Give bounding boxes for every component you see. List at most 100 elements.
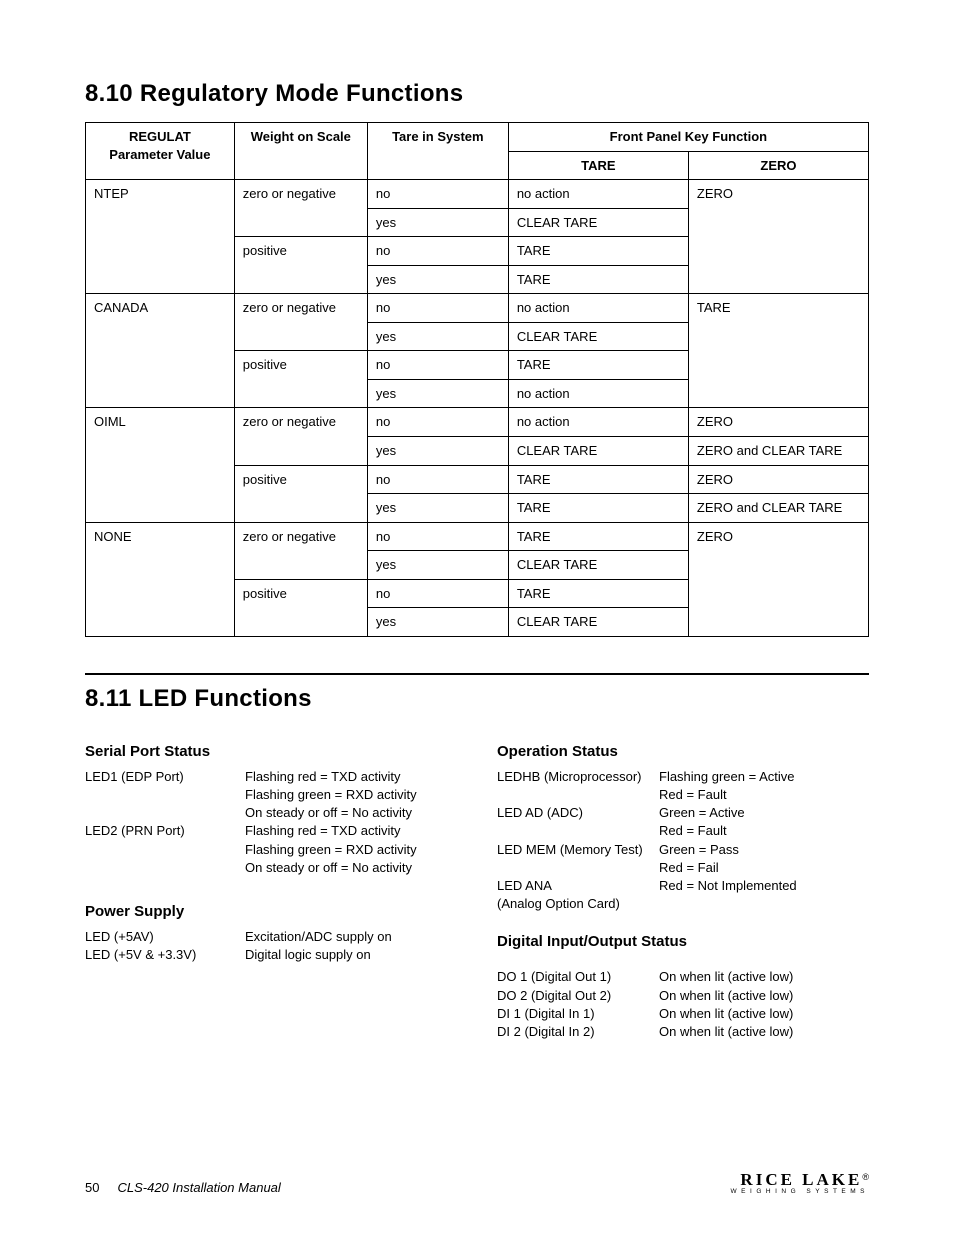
cell-tare: TARE	[508, 237, 688, 266]
cell-tare-sys: yes	[367, 208, 508, 237]
cell-tare: TARE	[508, 494, 688, 523]
logo-registered-icon: ®	[862, 1172, 869, 1182]
cell-param: NTEP	[86, 180, 235, 294]
kv-key: DI 2 (Digital In 2)	[497, 1023, 659, 1041]
cell-tare: CLEAR TARE	[508, 322, 688, 351]
cell-tare: no action	[508, 294, 688, 323]
cell-tare-sys: no	[367, 579, 508, 608]
cell-zero: TARE	[688, 294, 868, 408]
cell-tare-sys: no	[367, 465, 508, 494]
kv-row: Flashing green = RXD activity	[85, 786, 457, 804]
kv-key: DO 2 (Digital Out 2)	[497, 987, 659, 1005]
table-row: CANADAzero or negativenono actionTARE	[86, 294, 869, 323]
kv-row: DO 1 (Digital Out 1)On when lit (active …	[497, 968, 869, 986]
kv-value: Green = Pass	[659, 841, 869, 859]
kv-key	[85, 859, 245, 877]
cell-zero: ZERO	[688, 408, 868, 437]
right-column: Operation Status LEDHB (Microprocessor)F…	[497, 727, 869, 1041]
cell-weight: positive	[234, 465, 367, 522]
kv-key	[497, 822, 659, 840]
cell-param: OIML	[86, 408, 235, 522]
cell-tare-sys: yes	[367, 551, 508, 580]
kv-key	[85, 804, 245, 822]
cell-zero: ZERO	[688, 522, 868, 636]
page-number: 50	[85, 1180, 99, 1195]
cell-zero: ZERO	[688, 465, 868, 494]
kv-key: LED AD (ADC)	[497, 804, 659, 822]
kv-row: Flashing green = RXD activity	[85, 841, 457, 859]
kv-key	[85, 786, 245, 804]
kv-row: On steady or off = No activity	[85, 804, 457, 822]
cell-tare-sys: no	[367, 180, 508, 209]
kv-value: On when lit (active low)	[659, 987, 869, 1005]
cell-tare: no action	[508, 379, 688, 408]
cell-zero: ZERO	[688, 180, 868, 294]
kv-value: Excitation/ADC supply on	[245, 928, 457, 946]
cell-weight: positive	[234, 351, 367, 408]
cell-tare: TARE	[508, 265, 688, 294]
led-two-column: Serial Port Status LED1 (EDP Port)Flashi…	[85, 727, 869, 1041]
cell-tare: CLEAR TARE	[508, 608, 688, 637]
col-header-tare: TARE	[508, 151, 688, 180]
kv-row: On steady or off = No activity	[85, 859, 457, 877]
kv-row: LED ANARed = Not Implemented	[497, 877, 869, 895]
kv-row: DO 2 (Digital Out 2)On when lit (active …	[497, 987, 869, 1005]
kv-value: Flashing red = TXD activity	[245, 822, 457, 840]
cell-tare: TARE	[508, 351, 688, 380]
cell-tare-sys: no	[367, 294, 508, 323]
cell-tare-sys: yes	[367, 608, 508, 637]
kv-row: LED2 (PRN Port)Flashing red = TXD activi…	[85, 822, 457, 840]
col-header-weight: Weight on Scale	[234, 123, 367, 180]
logo-main-text: RICE LAKE	[740, 1170, 862, 1189]
cell-tare-sys: yes	[367, 494, 508, 523]
kv-value: Digital logic supply on	[245, 946, 457, 964]
cell-weight: positive	[234, 579, 367, 636]
kv-value: Red = Fault	[659, 822, 869, 840]
kv-value: On steady or off = No activity	[245, 804, 457, 822]
kv-key	[497, 859, 659, 877]
kv-row: Red = Fault	[497, 822, 869, 840]
kv-value: Flashing green = RXD activity	[245, 786, 457, 804]
cell-weight: zero or negative	[234, 294, 367, 351]
kv-key	[85, 841, 245, 859]
kv-value: Green = Active	[659, 804, 869, 822]
section-divider	[85, 673, 869, 675]
kv-key: LED MEM (Memory Test)	[497, 841, 659, 859]
cell-weight: positive	[234, 237, 367, 294]
col-header-tare-sys: Tare in System	[367, 123, 508, 180]
cell-tare-sys: no	[367, 408, 508, 437]
kv-key: LED1 (EDP Port)	[85, 768, 245, 786]
cell-tare-sys: no	[367, 522, 508, 551]
cell-weight: zero or negative	[234, 522, 367, 579]
kv-value: Red = Fail	[659, 859, 869, 877]
logo-sub-text: WEIGHING SYSTEMS	[731, 1189, 869, 1196]
rice-lake-logo: RICE LAKE® WEIGHING SYSTEMS	[731, 1171, 869, 1196]
cell-param: CANADA	[86, 294, 235, 408]
cell-param: NONE	[86, 522, 235, 636]
operation-status-heading: Operation Status	[497, 741, 869, 762]
page-footer: 50 CLS-420 Installation Manual RICE LAKE…	[85, 1171, 869, 1196]
section-heading-led: 8.11 LED Functions	[85, 685, 869, 713]
kv-row: LED (+5V & +3.3V)Digital logic supply on	[85, 946, 457, 964]
kv-row: DI 1 (Digital In 1)On when lit (active l…	[497, 1005, 869, 1023]
cell-tare: no action	[508, 180, 688, 209]
kv-row: Red = Fault	[497, 786, 869, 804]
cell-tare: TARE	[508, 465, 688, 494]
table-row: NTEPzero or negativenono actionZERO	[86, 180, 869, 209]
cell-tare: TARE	[508, 579, 688, 608]
kv-value: On when lit (active low)	[659, 1005, 869, 1023]
table-row: NONEzero or negativenoTAREZERO	[86, 522, 869, 551]
cell-tare-sys: yes	[367, 379, 508, 408]
section-heading-regulatory: 8.10 Regulatory Mode Functions	[85, 80, 869, 108]
kv-value: Red = Fault	[659, 786, 869, 804]
power-supply-heading: Power Supply	[85, 901, 457, 922]
cell-tare: CLEAR TARE	[508, 437, 688, 466]
kv-row: LED MEM (Memory Test)Green = Pass	[497, 841, 869, 859]
kv-key	[497, 786, 659, 804]
kv-value: Flashing green = Active	[659, 768, 869, 786]
cell-tare: no action	[508, 408, 688, 437]
regulatory-table: REGULAT Parameter Value Weight on Scale …	[85, 122, 869, 637]
serial-port-heading: Serial Port Status	[85, 741, 457, 762]
kv-row: LED AD (ADC)Green = Active	[497, 804, 869, 822]
manual-title: CLS-420 Installation Manual	[117, 1180, 280, 1195]
